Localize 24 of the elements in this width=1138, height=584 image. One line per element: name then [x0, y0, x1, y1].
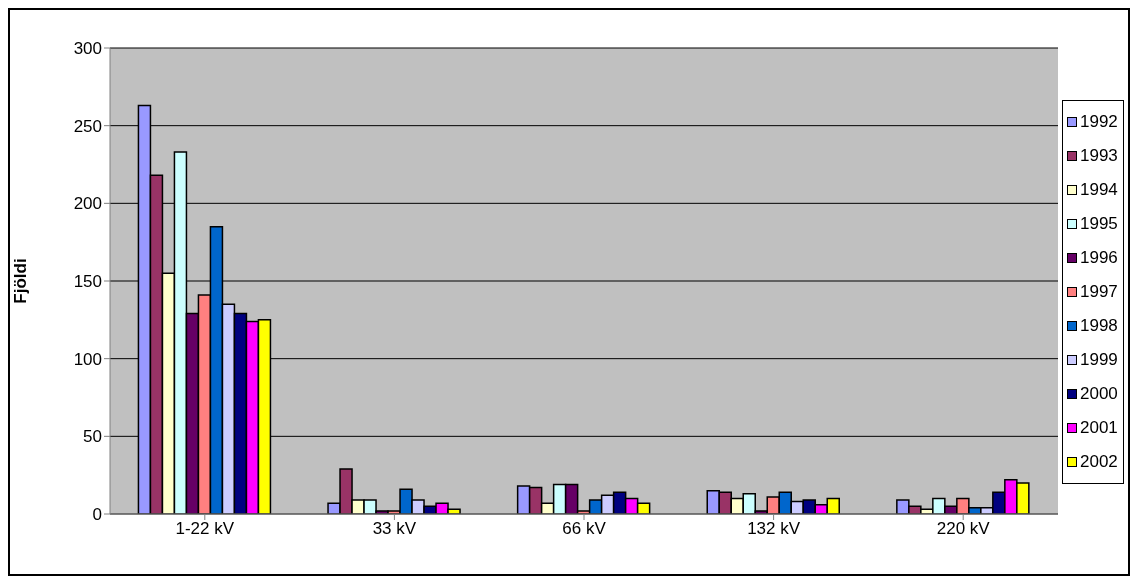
x-tick-label: 220 kV — [936, 519, 991, 539]
y-tick-label: 250 — [73, 116, 102, 136]
y-tick-label: 200 — [73, 194, 102, 214]
y-tick-label: 0 — [92, 505, 102, 525]
x-tick-label: 33 kV — [372, 519, 417, 539]
legend-label: 1992 — [1080, 112, 1118, 132]
legend-label: 1993 — [1080, 146, 1118, 166]
y-tick-label: 150 — [73, 272, 102, 292]
legend-label: 1994 — [1080, 180, 1118, 200]
legend-label: 1998 — [1080, 316, 1118, 336]
legend-label: 2001 — [1080, 418, 1118, 438]
y-tick-label: 50 — [83, 427, 102, 447]
x-tick-label: 66 kV — [562, 519, 607, 539]
legend-label: 2002 — [1080, 452, 1118, 472]
legend-label: 1995 — [1080, 214, 1118, 234]
y-tick-label: 100 — [73, 349, 102, 369]
legend-label: 1997 — [1080, 282, 1118, 302]
legend-label: 1996 — [1080, 248, 1118, 268]
legend-label: 2000 — [1080, 384, 1118, 404]
x-tick-label: 132 kV — [747, 519, 801, 539]
y-tick-label: 300 — [73, 39, 102, 59]
y-axis-title: Fjöldi — [11, 258, 31, 304]
legend-label: 1999 — [1080, 350, 1118, 370]
x-tick-label: 1-22 kV — [175, 519, 235, 539]
